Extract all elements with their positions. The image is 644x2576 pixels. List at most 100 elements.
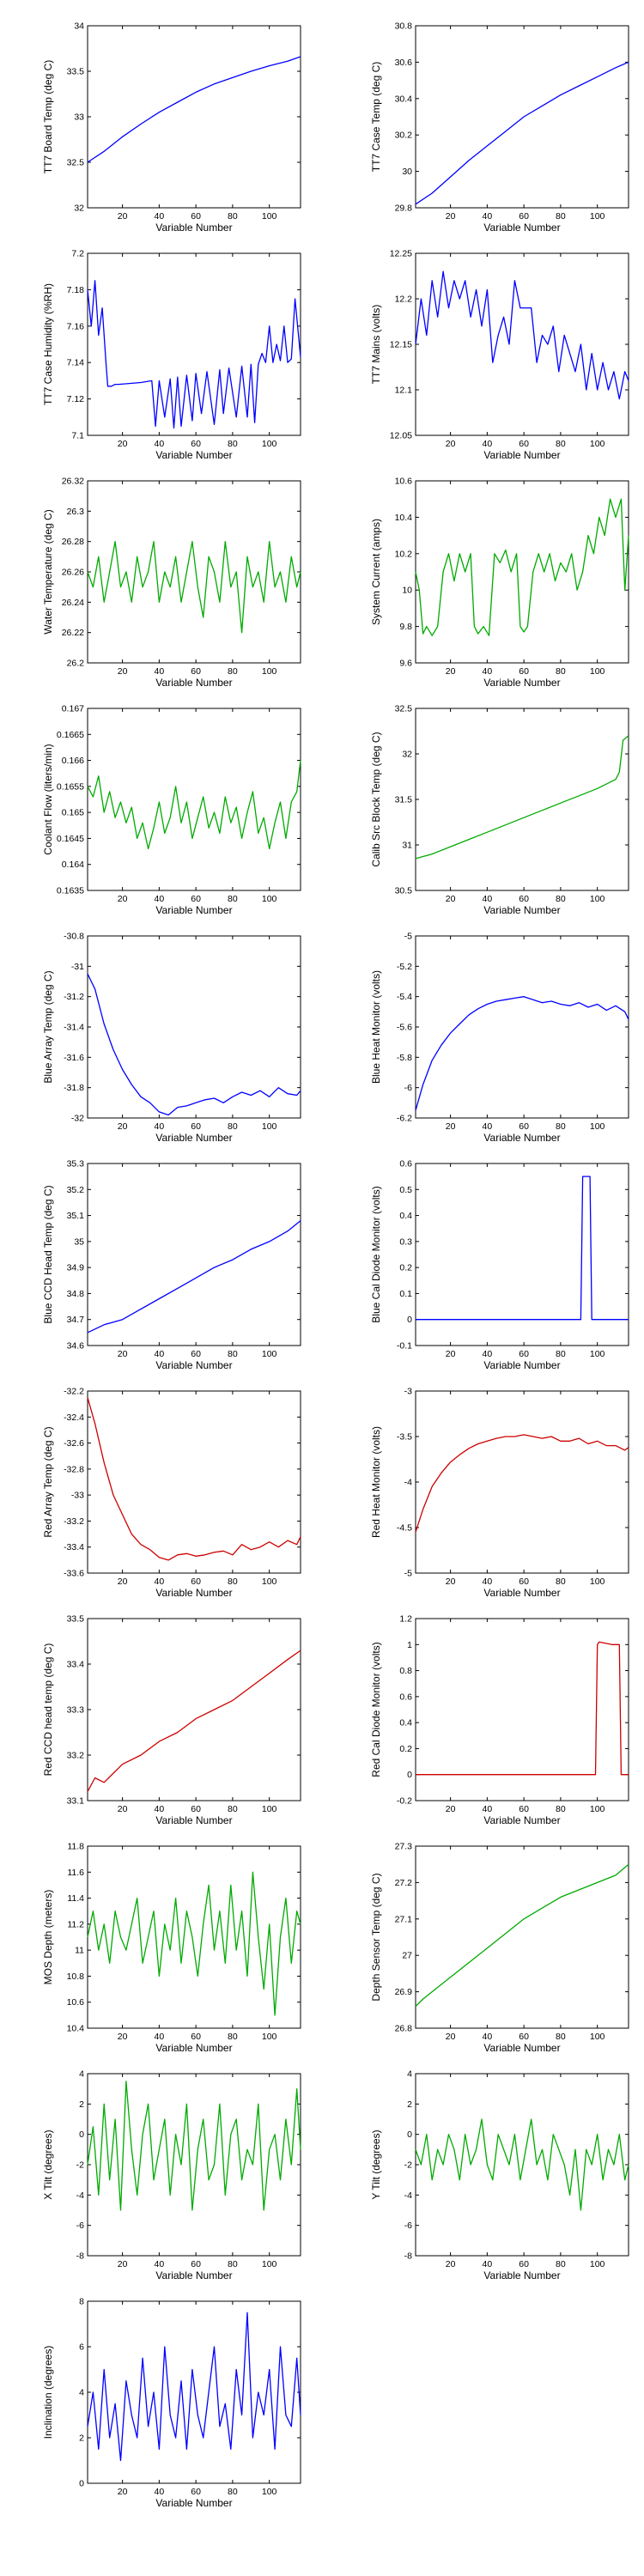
series-line	[416, 1176, 629, 1321]
series-line	[415, 735, 629, 860]
y-tick-label: 27.3	[395, 1842, 413, 1852]
y-tick-label: 26.8	[395, 2024, 413, 2034]
x-axis-label: Variable Number	[483, 1132, 560, 1144]
x-axis-label: Variable Number	[155, 2269, 232, 2281]
x-tick-label: 100	[262, 1804, 277, 1814]
x-axis-label: Variable Number	[483, 2042, 560, 2054]
y-tick-label: 10	[402, 586, 412, 596]
series-line	[87, 760, 301, 850]
x-tick-label: 100	[590, 1121, 605, 1132]
x-tick-label: 80	[556, 1577, 566, 1587]
y-tick-label: 26.22	[62, 628, 84, 638]
x-axis-label: Variable Number	[483, 1587, 560, 1599]
y-tick-label: -32.4	[64, 1413, 84, 1423]
y-tick-label: 11.6	[67, 1868, 84, 1878]
y-tick-label: 30.4	[395, 94, 413, 104]
y-tick-label: 31	[402, 841, 412, 851]
y-tick-label: 2	[407, 2099, 412, 2110]
y-tick-label: 0.6	[399, 1159, 412, 1170]
x-tick-label: 60	[191, 1804, 201, 1814]
chart-1: 20 40 60 80 100 32 32.5 33 33.5 34 Variable Number…	[42, 21, 301, 234]
y-tick-label: 27.1	[395, 1914, 413, 1924]
y-tick-label: 30.5	[395, 886, 413, 896]
plot-frame	[87, 1845, 301, 2029]
y-tick-label: 8	[79, 2297, 84, 2307]
x-tick-label: 20	[446, 2032, 456, 2042]
x-axis-label: Variable Number	[483, 1814, 560, 1826]
y-tick-label: 2	[79, 2433, 84, 2444]
y-tick-label: -0.2	[397, 1796, 412, 1807]
y-tick-label: -0.1	[397, 1341, 412, 1352]
y-tick-label: 0.167	[62, 704, 84, 714]
y-axis-label: X Tilt (degrees)	[42, 2129, 54, 2199]
x-tick-label: 40	[483, 666, 493, 677]
x-tick-label: 80	[228, 1121, 238, 1132]
y-axis-label: TT7 Case Humidity (%RH)	[42, 283, 54, 405]
x-tick-label: 40	[155, 2032, 165, 2042]
x-axis-label: Variable Number	[155, 449, 232, 461]
x-tick-label: 20	[118, 1349, 128, 1359]
x-tick-label: 80	[556, 894, 566, 904]
chart-20: 20 40 60 80 100 -8 -6 -4 -2 0 2 4 Variable Number Y T…	[370, 2069, 629, 2281]
plot-frame	[415, 1618, 629, 1801]
y-tick-label: 0.6	[399, 1692, 412, 1702]
y-tick-label: -4	[76, 2190, 84, 2201]
chart-16: 20 40 60 80 100 -0.2 0 0.2 0.4 0.6 0.8 1 1.2 Variable…	[370, 1614, 629, 1826]
y-tick-label: 0	[79, 2129, 84, 2140]
series-line	[87, 973, 301, 1116]
y-tick-label: 33.5	[67, 67, 85, 77]
x-tick-label: 20	[118, 1804, 128, 1814]
y-tick-label: 9.6	[399, 659, 412, 669]
x-tick-label: 60	[519, 1577, 529, 1587]
y-tick-label: 35.1	[67, 1211, 85, 1221]
x-axis-label: Variable Number	[483, 904, 560, 916]
series-line	[415, 61, 629, 205]
chart-19: 20 40 60 80 100 -8 -6 -4 -2 0 2 4 Variable Number X T…	[42, 2069, 301, 2281]
plot-frame	[87, 935, 301, 1119]
y-axis-label: Red CCD head temp (deg C)	[42, 1643, 54, 1777]
y-tick-label: -6.2	[397, 1114, 412, 1124]
y-tick-label: 29.8	[395, 204, 413, 214]
y-tick-label: 12.05	[390, 431, 412, 441]
y-axis-label: Blue Cal Diode Monitor (volts)	[370, 1186, 382, 1322]
y-tick-label: -3.5	[397, 1432, 412, 1443]
x-tick-label: 80	[228, 894, 238, 904]
y-tick-label: 12.1	[395, 386, 413, 396]
y-tick-label: -31.4	[64, 1023, 84, 1033]
x-tick-label: 20	[446, 211, 456, 222]
y-tick-label: 0.1635	[57, 886, 84, 896]
y-tick-label: 7.14	[67, 358, 85, 368]
y-tick-label: -32.2	[64, 1387, 84, 1397]
x-tick-label: 100	[262, 2487, 277, 2497]
x-tick-label: 60	[191, 439, 201, 449]
chart-2: 20 40 60 80 100 29.8 30 30.2 30.4 30.6 30.8 Variabl…	[370, 21, 629, 234]
y-axis-label: Red Cal Diode Monitor (volts)	[370, 1642, 382, 1777]
x-tick-label: 100	[590, 1577, 605, 1587]
y-tick-label: 10.4	[395, 513, 413, 523]
x-tick-label: 100	[590, 2259, 605, 2269]
y-tick-label: 0.4	[399, 1211, 412, 1221]
y-tick-label: -5.8	[397, 1053, 412, 1063]
x-tick-label: 20	[118, 894, 128, 904]
y-tick-label: -5.6	[397, 1023, 412, 1033]
x-tick-label: 80	[556, 211, 566, 222]
x-tick-label: 60	[519, 2032, 529, 2042]
y-tick-label: 0.165	[62, 808, 84, 818]
y-tick-label: 33.4	[67, 1660, 85, 1670]
y-tick-label: 10.2	[395, 549, 413, 559]
y-tick-label: 26.24	[62, 598, 84, 608]
y-tick-label: 26.32	[62, 477, 84, 487]
x-tick-label: 80	[228, 1349, 238, 1359]
y-tick-label: 34.7	[67, 1315, 85, 1325]
series-line	[87, 1220, 301, 1334]
x-axis-label: Variable Number	[155, 677, 232, 689]
x-tick-label: 80	[556, 439, 566, 449]
plot-frame	[415, 1390, 629, 1574]
y-tick-label: 34.6	[67, 1341, 85, 1352]
y-tick-label: 31.5	[395, 795, 413, 805]
y-tick-label: 0	[407, 1315, 412, 1325]
x-tick-label: 20	[118, 439, 128, 449]
y-tick-label: -6	[76, 2221, 84, 2231]
y-axis-label: Inclination (degrees)	[42, 2346, 54, 2439]
y-tick-label: 12.25	[390, 249, 412, 259]
